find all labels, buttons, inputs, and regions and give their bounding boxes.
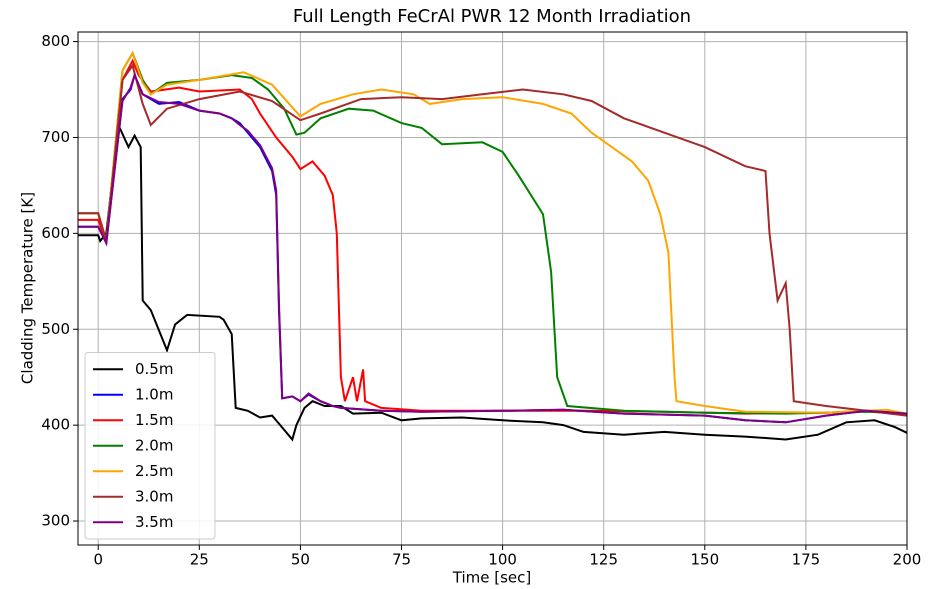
y-tick-label: 700 [41, 128, 70, 146]
y-tick-label: 400 [41, 416, 70, 434]
series-line [78, 121, 908, 442]
chart-title: Full Length FeCrAl PWR 12 Month Irradiat… [293, 6, 691, 27]
legend-label: 3.0m [135, 487, 173, 505]
x-tick-label: 150 [690, 551, 719, 569]
series-line [78, 50, 908, 415]
y-tick-label: 600 [41, 224, 70, 242]
x-tick-label: 75 [392, 551, 411, 569]
x-tick-label: 0 [93, 551, 103, 569]
plot-frame [77, 31, 908, 546]
y-tick-label: 500 [41, 320, 70, 338]
y-axis-label: Cladding Temperature [K] [19, 192, 37, 384]
legend-label: 3.5m [135, 513, 173, 531]
legend-label: 1.0m [135, 385, 173, 403]
legend-label: 1.5m [135, 411, 173, 429]
legend-box [84, 352, 216, 540]
y-tick-label: 300 [41, 512, 70, 530]
x-tick-label: 125 [589, 551, 618, 569]
x-tick-label: 200 [893, 551, 922, 569]
legend-label: 2.0m [135, 436, 173, 454]
legend-label: 2.5m [135, 462, 173, 480]
y-tick-label: 800 [41, 32, 70, 50]
x-axis-label: Time [sec] [452, 569, 531, 587]
x-tick-label: 175 [792, 551, 821, 569]
x-tick-label: 50 [291, 551, 310, 569]
x-tick-label: 25 [190, 551, 209, 569]
x-tick-label: 100 [488, 551, 517, 569]
series-line [78, 63, 908, 417]
series-line [78, 72, 908, 424]
legend-label: 0.5m [135, 360, 173, 378]
